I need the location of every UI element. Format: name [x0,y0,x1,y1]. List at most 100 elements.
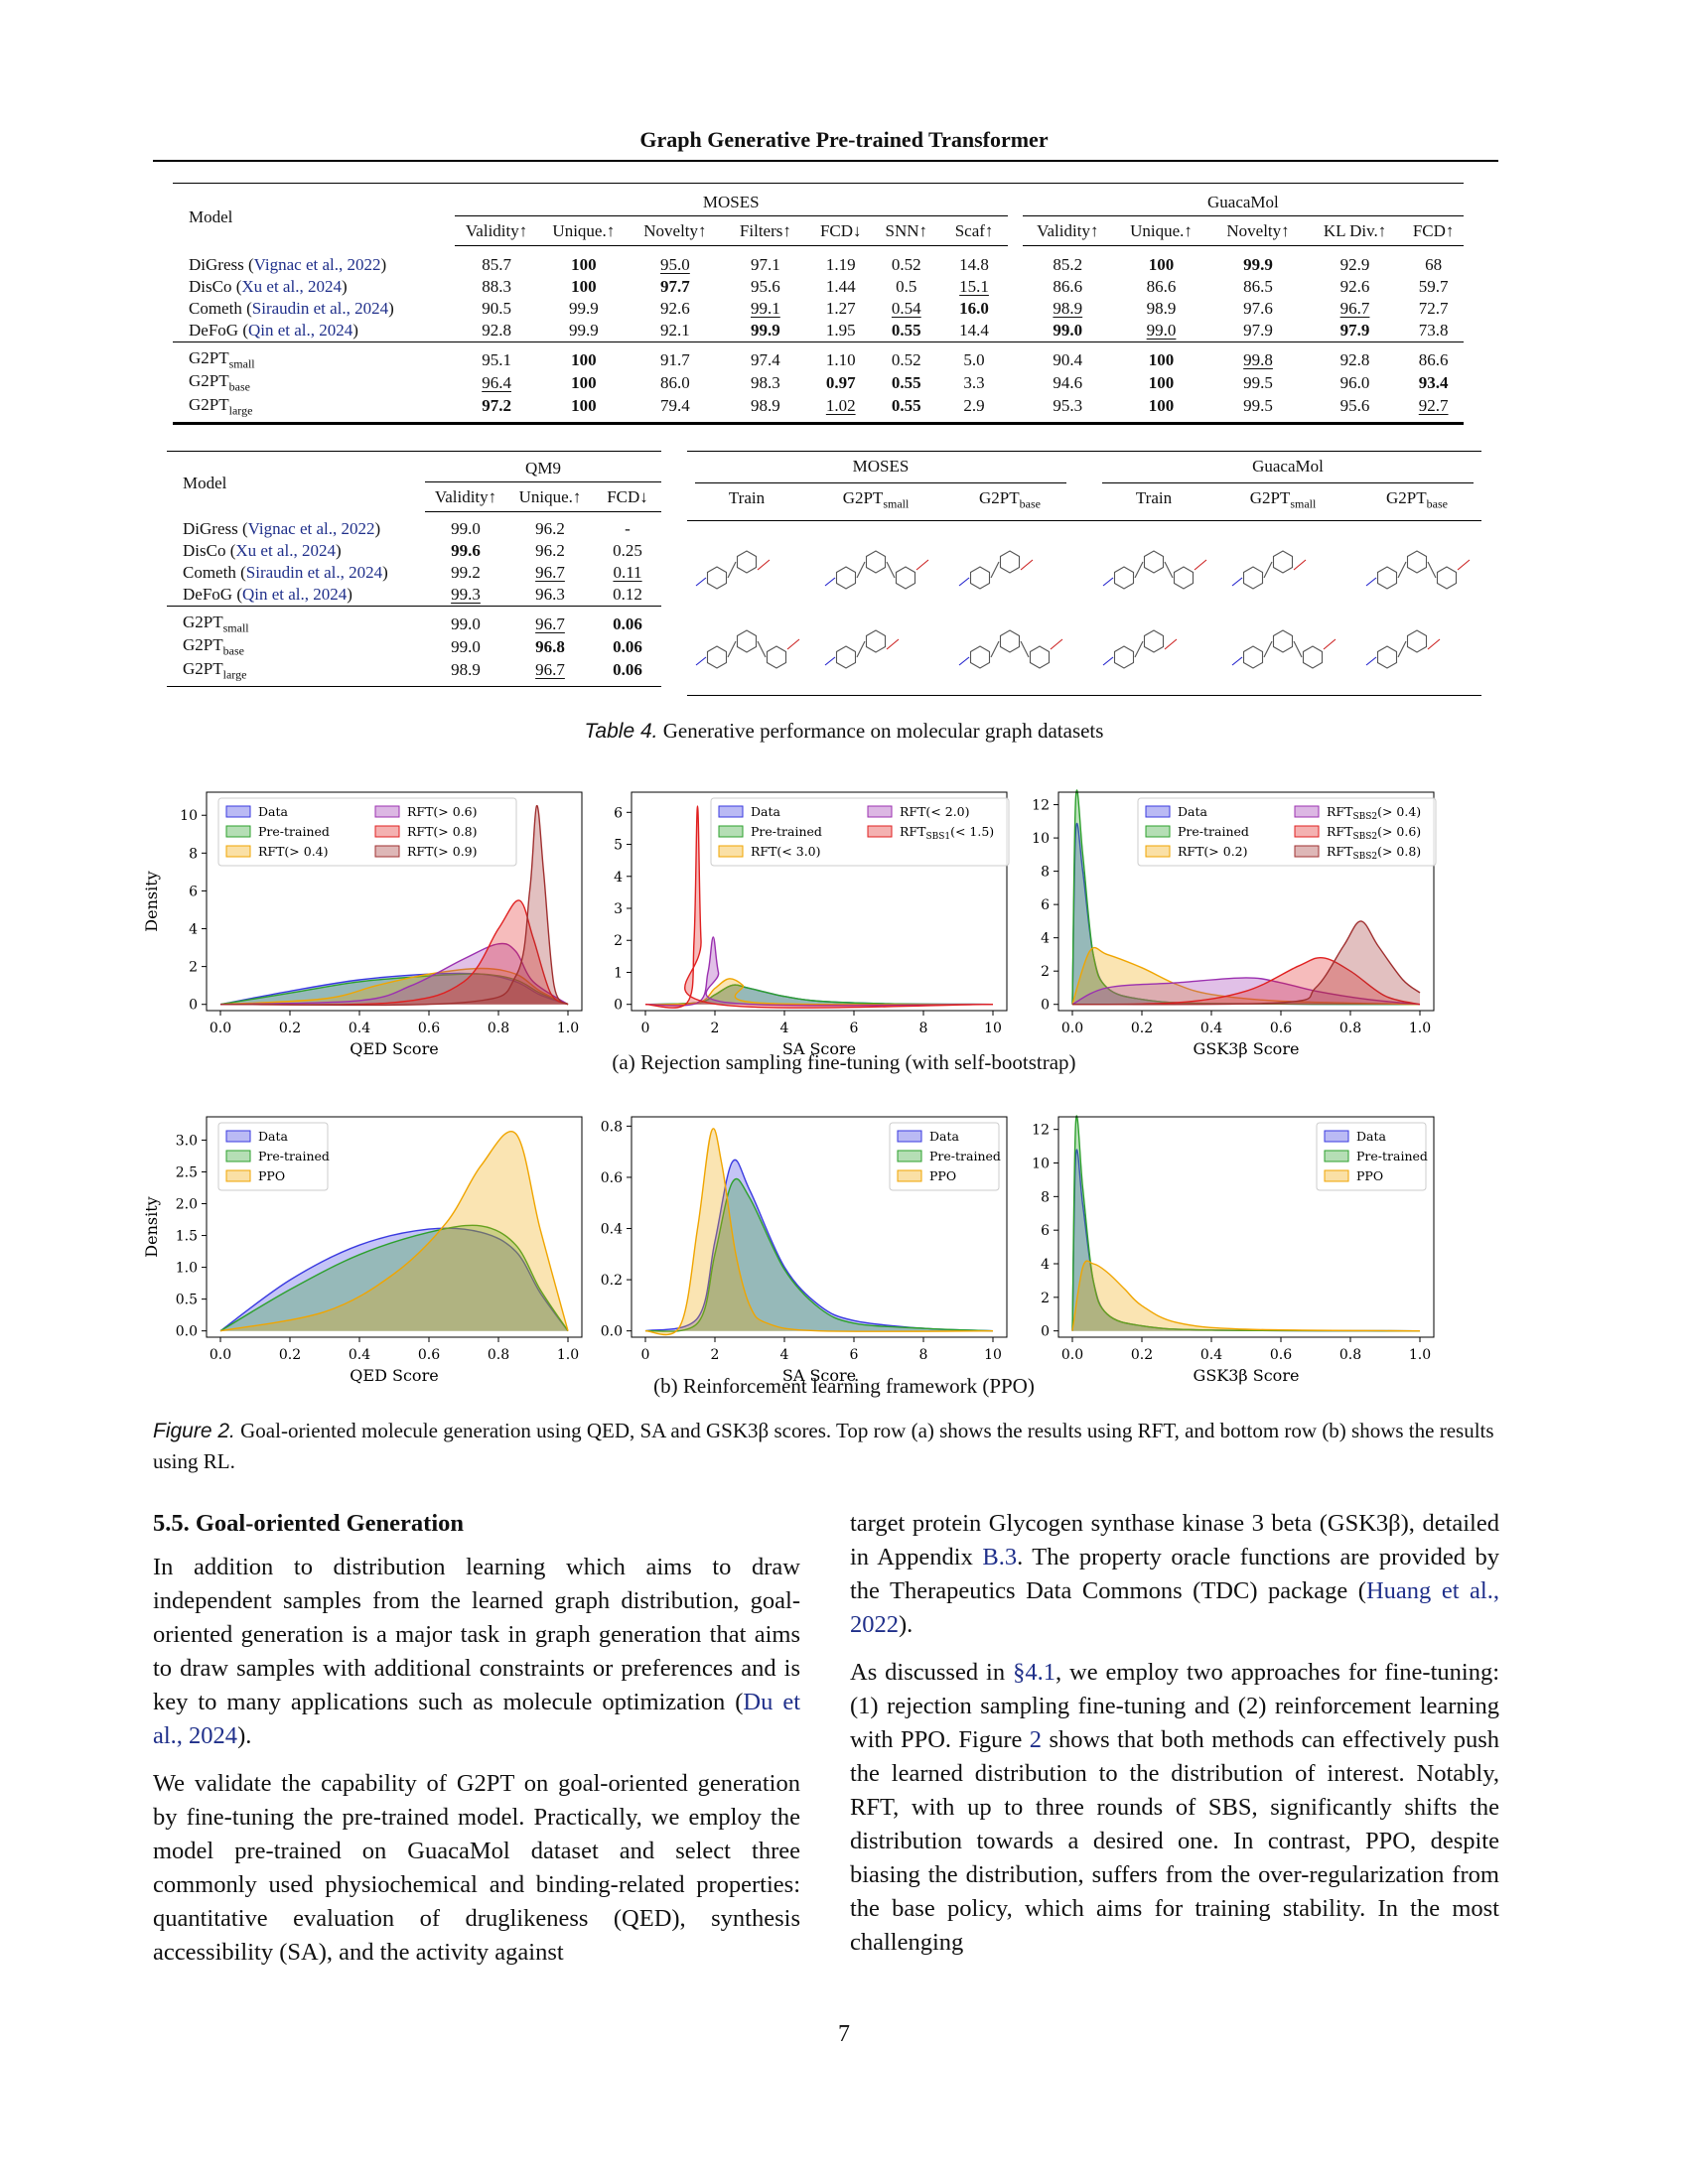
molecule-sample-9 [1231,629,1336,669]
section-link[interactable]: §4.1 [1013,1659,1055,1686]
appendix-link[interactable]: B.3 [982,1544,1018,1570]
citation-link[interactable]: Siraudin et al., 2024 [251,299,389,318]
table-cell: 95.1 [454,341,539,372]
legend-label: Data [1178,804,1207,819]
series-line-1 [644,1177,994,1332]
legend-swatch [225,845,251,858]
x-tick-label: 10 [984,1347,1002,1363]
y-tick-label: 4 [189,922,198,938]
table-cell: 100 [538,341,630,372]
table-cell: 15.1 [959,277,989,296]
y-tick-label: 0 [1041,998,1050,1014]
table-cell: 1.02 [825,396,856,416]
series-line-2 [219,967,569,1006]
x-tick-label: 0.2 [279,1021,301,1036]
col-header: Validity↑ [1022,215,1113,246]
legend-label: RFT(> 0.9) [407,844,478,859]
table-cell: 99.1 [751,299,780,318]
citation-link[interactable]: Vignac et al., 2022 [247,518,375,538]
table-cell: 96.2 [535,541,565,560]
x-tick-label: 1.0 [557,1347,579,1363]
citation-link[interactable]: Xu et al., 2024 [235,541,336,560]
legend-swatch [1145,805,1171,818]
right-paragraph-2: As discussed in §4.1, we employ two appr… [850,1659,1500,1956]
table-cell: 1.95 [825,321,856,340]
table-cell: 97.2 [482,396,511,416]
x-tick-label: 6 [850,1021,859,1036]
legend-swatch [225,825,251,838]
citation-link[interactable]: Xu et al., 2024 [241,277,342,296]
citation-link[interactable]: Qin et al., 2024 [241,585,348,604]
table-row: DisCo (Xu et al., 2024) 99.6 96.2 0.25 [167,540,661,562]
figure-row-b-caption: (b) Reinforcement learning framework (PP… [653,1374,1035,1398]
table-cell: 14.4 [959,321,989,340]
table-cell: 99.5 [1243,396,1273,416]
table-cell: 96.0 [1339,373,1370,393]
legend-swatch [867,805,893,818]
legend-label: PPO [929,1168,956,1183]
figure-link[interactable]: 2 [1029,1726,1043,1753]
table-cell: 97.7 [660,277,690,296]
group-qm9: QM9 [525,459,561,478]
table-cell: 95.0 [660,255,690,274]
model-name: DisCo (Xu et al., 2024) [183,541,342,560]
series-area-3 [645,937,993,1006]
table-cell: 0.25 [613,541,642,560]
table-cell: 0.55 [891,396,921,416]
table-cell: 79.4 [660,396,690,416]
table-cell: 99.0 [1053,321,1083,340]
legend-box [1316,1122,1427,1191]
table-cell: 95.6 [1339,396,1370,416]
table-cell: 0.55 [891,321,921,340]
model-name: Cometh (Siraudin et al., 2024) [189,299,394,318]
citation-link[interactable]: Siraudin et al., 2024 [245,563,383,582]
series-line-1 [219,1224,569,1332]
legend-box [217,1122,329,1191]
model-label: G2PT [183,658,223,678]
plot-frame [1057,1116,1435,1338]
legend-label: Pre-trained [258,1149,330,1163]
table-row: G2PTlarge 97.2 100 79.4 98.9 1.02 0.55 2.9 95.3 1… [173,395,1464,418]
legend-swatch [374,845,400,858]
model-label: G2PT [183,613,223,631]
molecule-sample-11 [1365,629,1441,669]
table-cell: 90.4 [1022,341,1113,372]
x-tick-label: 0 [641,1021,650,1036]
legend-swatch [1324,1169,1349,1182]
y-tick-label: 1.0 [176,1261,198,1277]
legend-swatch [225,1150,251,1162]
table-cell: 96.3 [535,585,565,604]
table-cell: 97.9 [1339,321,1370,340]
legend-swatch [718,805,744,818]
table-cell: 95.3 [1053,396,1083,416]
chart-panel-4: 0 2 4 6 8 10 0.0 0.2 0.4 0.6 0.8 SA Score Data Pre-tr… [601,1116,1008,1385]
x-axis-label: GSK3β Score [1194,1039,1300,1058]
table-cell: 92.7 [1418,396,1449,416]
table-cell: 91.7 [629,341,722,372]
legend-swatch [1324,1130,1349,1143]
col-header: FCD↓ [809,215,873,246]
citation-link[interactable]: Vignac et al., 2022 [253,254,381,274]
table-cell: 98.9 [451,660,481,680]
model-size: base [228,379,250,394]
series-area-2 [220,1131,568,1331]
molecule-sample-3 [824,629,900,669]
citation-link[interactable]: Qin et al., 2024 [247,321,353,340]
citation-du[interactable]: Du et al., 2024 [153,1689,801,1749]
model-size: large [222,667,247,682]
col-header: SNN↑ [872,215,941,246]
table-row: Cometh (Siraudin et al., 2024) 99.2 96.7 0.… [167,562,661,584]
table-cell: 98.3 [751,373,780,393]
model-name: G2PTsmall [167,606,425,636]
table-cell: 99.0 [451,519,481,538]
col-header: Scaf↑ [940,215,1008,246]
model-size: small [222,620,249,635]
table-cell: 0.52 [872,341,941,372]
y-tick-label: 0.6 [601,1170,623,1186]
x-tick-label: 0.4 [1200,1347,1222,1363]
citation-huang[interactable]: Huang et al., 2022 [850,1577,1499,1638]
series-line-1 [219,973,569,1006]
model-name: DeFoG (Qin et al., 2024) [189,321,358,340]
legend-swatch [867,825,893,838]
series-line-0 [219,1227,569,1332]
